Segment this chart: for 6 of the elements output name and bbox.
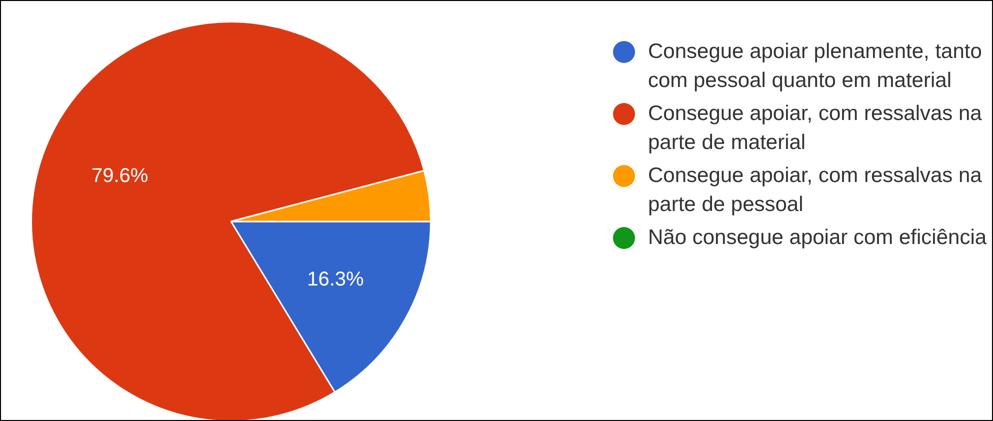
legend-label: Consegue apoiar, com ressalvas na parte de material (648, 101, 983, 156)
legend-label: Consegue apoiar plenamente, tanto com pessoal quanto em material (648, 39, 983, 94)
legend-label: Não consegue apoiar com eficiência (648, 225, 987, 251)
data-label: 79.6% (91, 165, 148, 188)
legend-label: Consegue apoiar, com ressalvas na parte de pessoal (648, 163, 983, 218)
data-label: 16.3% (307, 268, 364, 291)
